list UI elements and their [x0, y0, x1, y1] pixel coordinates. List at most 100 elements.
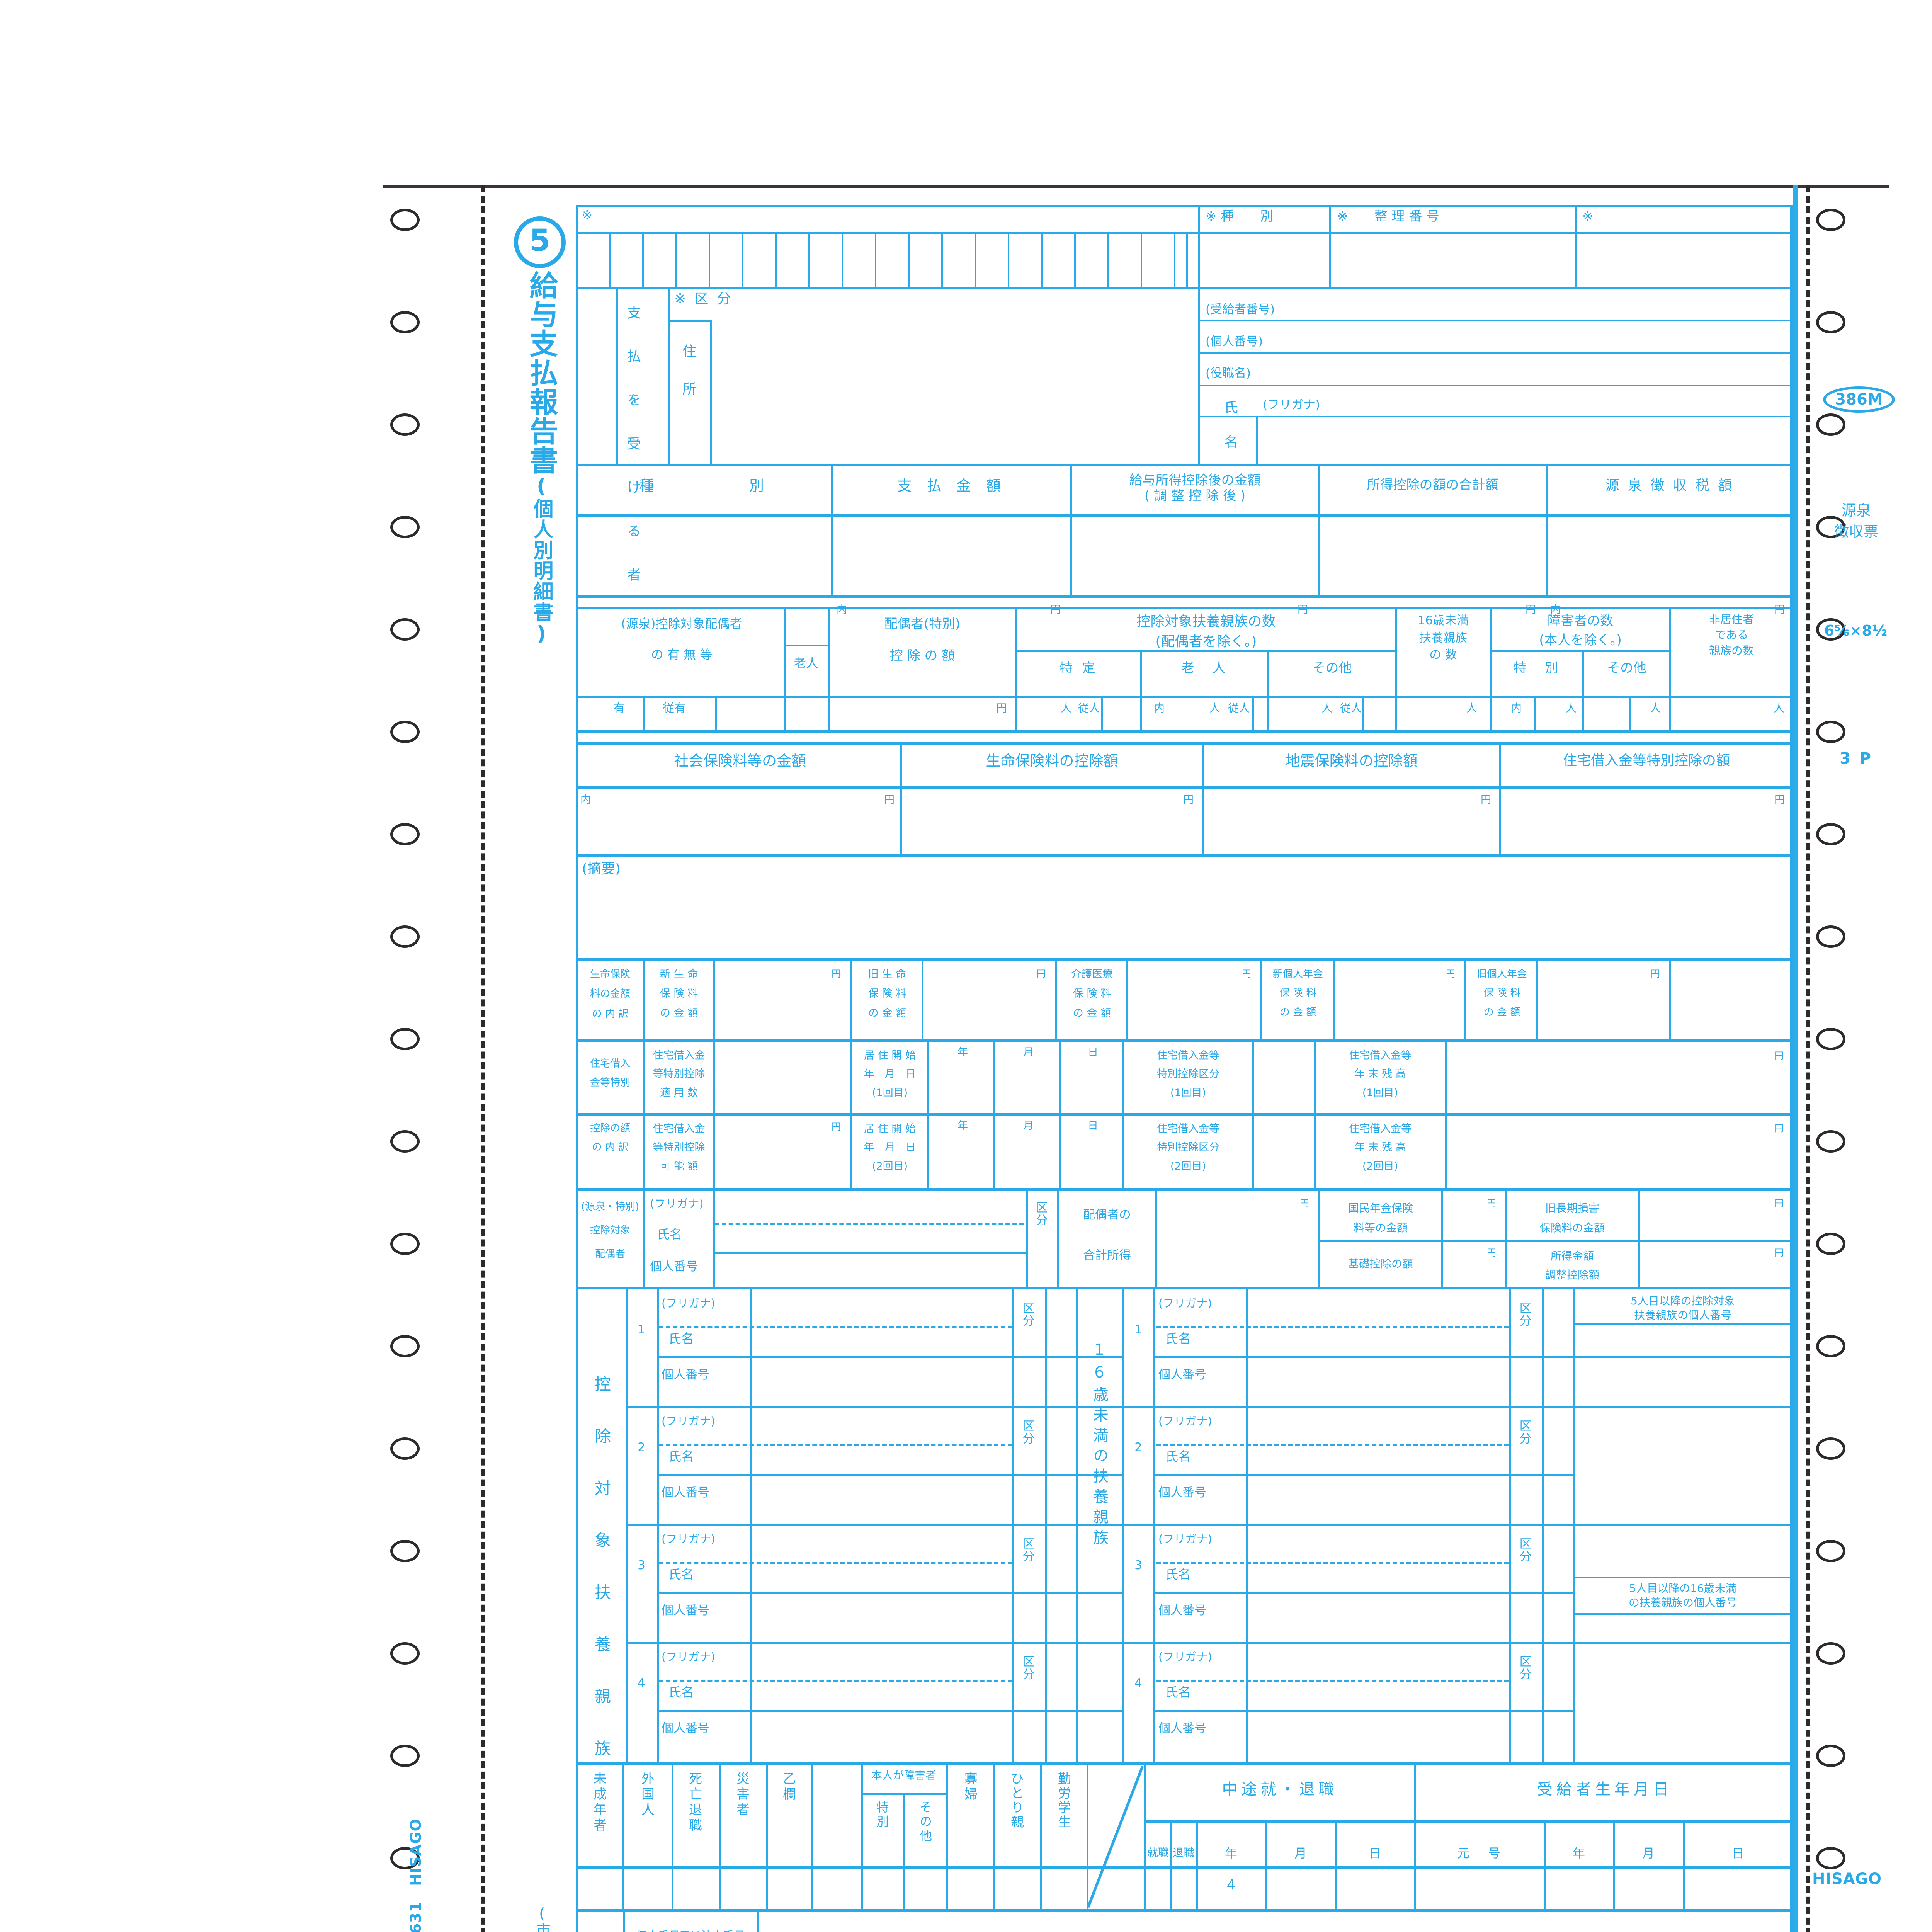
- form-number-badge: 5: [514, 216, 566, 268]
- dep16-kubun-label: 区分: [1519, 1419, 1532, 1446]
- dep-furigana-label: (フリガナ): [662, 1415, 715, 1428]
- yen-marker: 円: [1036, 968, 1046, 979]
- spouse-individual-number-label: 個人番号: [650, 1260, 698, 1274]
- submit-destination-note: (市区町村提出用): [532, 1905, 551, 1932]
- hisago-brand-mark: HISAGO: [1812, 1870, 1882, 1888]
- dep16-index: 2: [1134, 1440, 1142, 1454]
- recipient-birthdate-header: 受給者生年月日: [1537, 1781, 1672, 1798]
- divider: [576, 287, 1793, 289]
- sprocket-hole: [390, 1130, 420, 1153]
- dep16-name-label: 氏名: [1165, 1685, 1191, 1700]
- dep16-name-label: 氏名: [1165, 1567, 1191, 1582]
- sprocket-hole: [1816, 823, 1845, 845]
- under16-dependents-section-label: 16歳未満の扶養親族: [1090, 1341, 1108, 1549]
- type-column-header: ※ 種 別: [1206, 209, 1274, 224]
- ply-count-label: 3 P: [1840, 750, 1873, 767]
- nin-marker: 人: [1061, 702, 1072, 714]
- housing-kubun2-label: 住宅借入金等 特別控除区分 (2回目): [1157, 1123, 1219, 1172]
- foreigner-label: 外国人: [639, 1772, 655, 1818]
- divider: [576, 1188, 1793, 1191]
- housing-balance2-label: 住宅借入金等 年 末 残 高 (2回目): [1349, 1123, 1412, 1172]
- spouse-name-label: 氏名: [657, 1227, 682, 1242]
- dep-name-label: 氏名: [668, 1567, 694, 1582]
- sprocket-hole: [390, 721, 420, 743]
- sprocket-hole: [390, 516, 420, 538]
- nin-marker: 人: [1650, 702, 1661, 714]
- type-header: 種 別: [639, 477, 771, 494]
- blue-edge-stripe: [1793, 185, 1798, 1932]
- furigana-label: (フリガナ): [1263, 398, 1320, 412]
- housing-applied-count-label: 住宅借入金 等特別控除 適 用 数: [653, 1049, 705, 1099]
- yen-marker: 円: [1526, 604, 1536, 616]
- sprocket-hole: [390, 1642, 420, 1665]
- sprocket-holes-left: [390, 185, 487, 1932]
- perforation-left: [481, 185, 485, 1932]
- u-marker: 有: [614, 702, 625, 715]
- yen-marker: 円: [832, 968, 841, 979]
- page-title-sub: (個人別明細書): [530, 474, 553, 646]
- day-marker: 日: [1088, 1046, 1098, 1058]
- uchi-marker: 内: [580, 794, 591, 806]
- note-5th-dependents: 5人目以降の控除対象 扶養親族の個人番号: [1631, 1294, 1735, 1322]
- social-insurance-header: 社会保険料等の金額: [673, 752, 806, 769]
- junin-marker: 従人: [1228, 702, 1250, 714]
- spouse-special-deduction-header: 配偶者(特別) 控 除 の 額: [884, 616, 961, 663]
- sprocket-hole: [1816, 516, 1845, 538]
- dep-kojin-label: 個人番号: [662, 1368, 709, 1382]
- nursing-medical-insurance-label: 介護医療 保 険 料 の 金 額: [1071, 968, 1113, 1019]
- sprocket-hole: [1816, 1437, 1845, 1460]
- yen-marker: 円: [1774, 1247, 1784, 1258]
- page-title-main: 給与支払報告書: [525, 270, 558, 475]
- old-pension-insurance-label: 旧個人年金 保 険 料 の 金 額: [1476, 968, 1527, 1018]
- payment-amount-header: 支 払 金 額: [897, 477, 1006, 494]
- self-disabled-header: 本人が障害者: [871, 1769, 936, 1782]
- year-marker: 年: [957, 1046, 968, 1058]
- yen-marker: 円: [1050, 604, 1061, 616]
- divider: [576, 742, 1793, 745]
- under16-dependents-header: 16歳未満 扶養親族 の 数: [1417, 614, 1469, 662]
- sprocket-hole: [1816, 1642, 1845, 1665]
- withholding-tax-header: 源 泉 徴 収 税 額: [1605, 478, 1734, 493]
- dep16-kubun-label: 区分: [1519, 1301, 1532, 1328]
- nin-marker: 人: [1209, 702, 1221, 714]
- widow-label: 寡婦: [962, 1772, 978, 1803]
- month-marker: 月: [1023, 1120, 1034, 1132]
- dep-index: 2: [638, 1440, 645, 1454]
- nin-marker: 人: [1466, 702, 1478, 714]
- spouse-total-income-label: 配偶者の 合計所得: [1083, 1208, 1131, 1262]
- nonresident-relatives-header: 非居住者 である 親族の数: [1709, 613, 1754, 657]
- rojin-sub-header: 老 人: [1181, 660, 1228, 676]
- dep16-kubun-label: 区分: [1519, 1537, 1532, 1564]
- year-marker: 年: [957, 1120, 968, 1132]
- kubun-label: ※ 区 分: [674, 291, 733, 307]
- housing-loan-breakdown-label: 住宅借入 金等特別 控除の額 の 内 訳: [590, 1058, 630, 1153]
- emp-day-label: 日: [1368, 1846, 1381, 1861]
- sprocket-hole: [390, 311, 420, 333]
- day-marker: 日: [1088, 1120, 1098, 1132]
- tokubetsu-label: 特別: [874, 1801, 889, 1829]
- juyu-marker: 従有: [663, 702, 686, 715]
- dependents-count-header: 控除対象扶養親族の数 (配偶者を除く。): [1136, 614, 1276, 650]
- sprocket-hole: [1816, 1745, 1845, 1767]
- sprocket-hole: [390, 1847, 420, 1869]
- dep-furigana-label: (フリガナ): [662, 1297, 715, 1310]
- recipient-group-label: 支 払 を 受 け る 者: [625, 305, 641, 588]
- dep16-furigana-label: (フリガナ): [1158, 1532, 1212, 1546]
- sprocket-hole: [390, 823, 420, 845]
- residence-start1-label: 居 住 開 始 年 月 日 (1回目): [864, 1049, 916, 1099]
- birth-year-label: 年: [1572, 1846, 1585, 1861]
- asterisk-mark: ※: [582, 207, 593, 223]
- perforation-right: [1806, 185, 1810, 1932]
- dep16-furigana-label: (フリガナ): [1158, 1415, 1212, 1428]
- dep16-index: 4: [1134, 1676, 1142, 1690]
- sonota-sub-header: その他: [1312, 660, 1352, 676]
- dep-furigana-label: (フリガナ): [662, 1650, 715, 1663]
- divider: [576, 607, 1793, 609]
- sprocket-hole: [1816, 1847, 1845, 1869]
- dep16-name-label: 氏名: [1165, 1331, 1191, 1346]
- divider: [576, 514, 1793, 517]
- era-label: 元 号: [1457, 1846, 1503, 1861]
- tokutei-sub-header: 特 定: [1060, 660, 1098, 676]
- sprocket-hole: [1816, 721, 1845, 743]
- birth-day-label: 日: [1731, 1846, 1744, 1861]
